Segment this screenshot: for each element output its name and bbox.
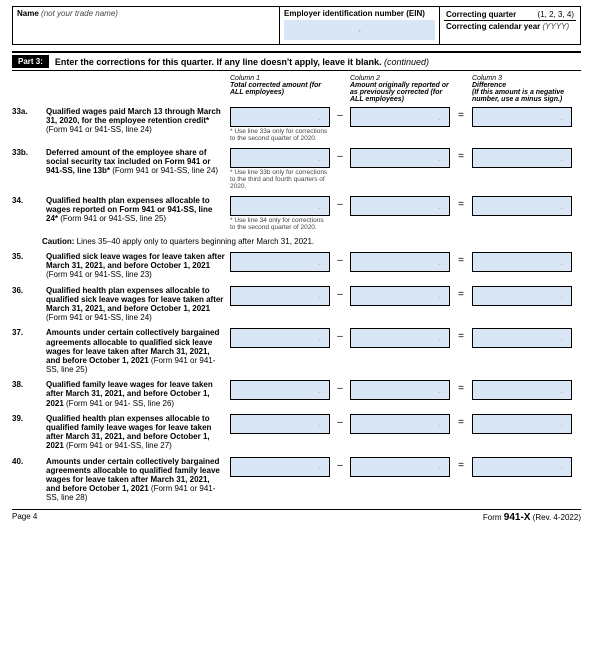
caution-text: Caution: Lines 35–40 apply only to quart… xyxy=(42,237,581,246)
col3-title: Column 3 xyxy=(472,75,572,82)
part-tag: Part 3: xyxy=(12,55,49,68)
line-39: 39. Qualified health plan expenses alloc… xyxy=(12,414,581,451)
name-cell: Name (not your trade name) xyxy=(13,7,280,44)
line-35: 35. Qualified sick leave wages for leave… xyxy=(12,252,581,280)
line-33b-col2[interactable]: . xyxy=(350,148,450,168)
col3-sub: Difference (If this amount is a negative… xyxy=(472,82,564,103)
line-38-col2[interactable]: . xyxy=(350,380,450,400)
cq-hint: (1, 2, 3, 4) xyxy=(538,10,574,19)
part-title: Enter the corrections for this quarter. … xyxy=(55,57,429,67)
line-37: 37. Amounts under certain collectively b… xyxy=(12,328,581,374)
minus-op: – xyxy=(334,107,346,121)
page-num: Page 4 xyxy=(12,512,37,523)
col2-title: Column 2 xyxy=(350,75,450,82)
line-36-col2[interactable]: . xyxy=(350,286,450,306)
line-36-col1[interactable]: . xyxy=(230,286,330,306)
correcting-cell: Correcting quarter (1, 2, 3, 4) Correcti… xyxy=(440,7,580,44)
line-40: 40. Amounts under certain collectively b… xyxy=(12,457,581,503)
line-33a-col1[interactable]: . xyxy=(230,107,330,127)
column-headers: Column 1 Total corrected amount (for ALL… xyxy=(12,75,581,103)
line-35-col3[interactable]: . xyxy=(472,252,572,272)
form-header: Name (not your trade name) Employer iden… xyxy=(12,6,581,45)
line-33b-col1[interactable]: . xyxy=(230,148,330,168)
name-hint: (not your trade name) xyxy=(41,9,118,18)
ein-input[interactable]: - xyxy=(284,20,435,40)
line-40-col1[interactable]: . xyxy=(230,457,330,477)
cy-label: Correcting calendar year xyxy=(446,22,540,31)
line-40-col3[interactable]: . xyxy=(472,457,572,477)
line-34-col1[interactable]: . xyxy=(230,196,330,216)
line-35-col2[interactable]: . xyxy=(350,252,450,272)
line-33b: 33b. Deferred amount of the employee sha… xyxy=(12,148,581,190)
line-37-col1[interactable]: . xyxy=(230,328,330,348)
line-39-col3[interactable]: . xyxy=(472,414,572,434)
ein-label: Employer identification number (EIN) xyxy=(284,9,425,18)
line-33a-col3[interactable]: . xyxy=(472,107,572,127)
line-34: 34. Qualified health plan expenses alloc… xyxy=(12,196,581,231)
col2-sub: Amount originally reported or as previou… xyxy=(350,82,449,103)
line-33a-note: * Use line 33a only for corrections to t… xyxy=(230,128,330,142)
line-num: 33b. xyxy=(12,148,42,157)
cq-label: Correcting quarter xyxy=(446,10,516,19)
cy-hint: (YYYY) xyxy=(543,22,570,31)
part-bar: Part 3: Enter the corrections for this q… xyxy=(12,51,581,71)
name-label: Name xyxy=(17,9,39,18)
equals-op: = xyxy=(454,107,468,121)
line-num: 33a. xyxy=(12,107,42,116)
line-33a: 33a. Qualified wages paid March 13 throu… xyxy=(12,107,581,142)
form-number: Form 941-X (Rev. 4-2022) xyxy=(483,512,581,523)
line-36-col3[interactable]: . xyxy=(472,286,572,306)
line-36: 36. Qualified health plan expenses alloc… xyxy=(12,286,581,323)
line-33b-col3[interactable]: . xyxy=(472,148,572,168)
line-37-col3[interactable]: . xyxy=(472,328,572,348)
line-34-col3[interactable]: . xyxy=(472,196,572,216)
line-33b-note: * Use line 33b only for corrections to t… xyxy=(230,169,330,190)
line-34-col2[interactable]: . xyxy=(350,196,450,216)
line-40-col2[interactable]: . xyxy=(350,457,450,477)
line-38: 38. Qualified family leave wages for lea… xyxy=(12,380,581,408)
line-35-col1[interactable]: . xyxy=(230,252,330,272)
ein-cell: Employer identification number (EIN) - xyxy=(280,7,440,44)
line-37-col2[interactable]: . xyxy=(350,328,450,348)
line-38-col1[interactable]: . xyxy=(230,380,330,400)
line-33a-col2[interactable]: . xyxy=(350,107,450,127)
line-39-col1[interactable]: . xyxy=(230,414,330,434)
col1-title: Column 1 xyxy=(230,75,330,82)
line-34-note: * Use line 34 only for corrections to th… xyxy=(230,217,330,231)
page-footer: Page 4 Form 941-X (Rev. 4-2022) xyxy=(12,509,581,523)
line-39-col2[interactable]: . xyxy=(350,414,450,434)
line-num: 34. xyxy=(12,196,42,205)
line-38-col3[interactable]: . xyxy=(472,380,572,400)
col1-sub: Total corrected amount (for ALL employee… xyxy=(230,82,321,96)
